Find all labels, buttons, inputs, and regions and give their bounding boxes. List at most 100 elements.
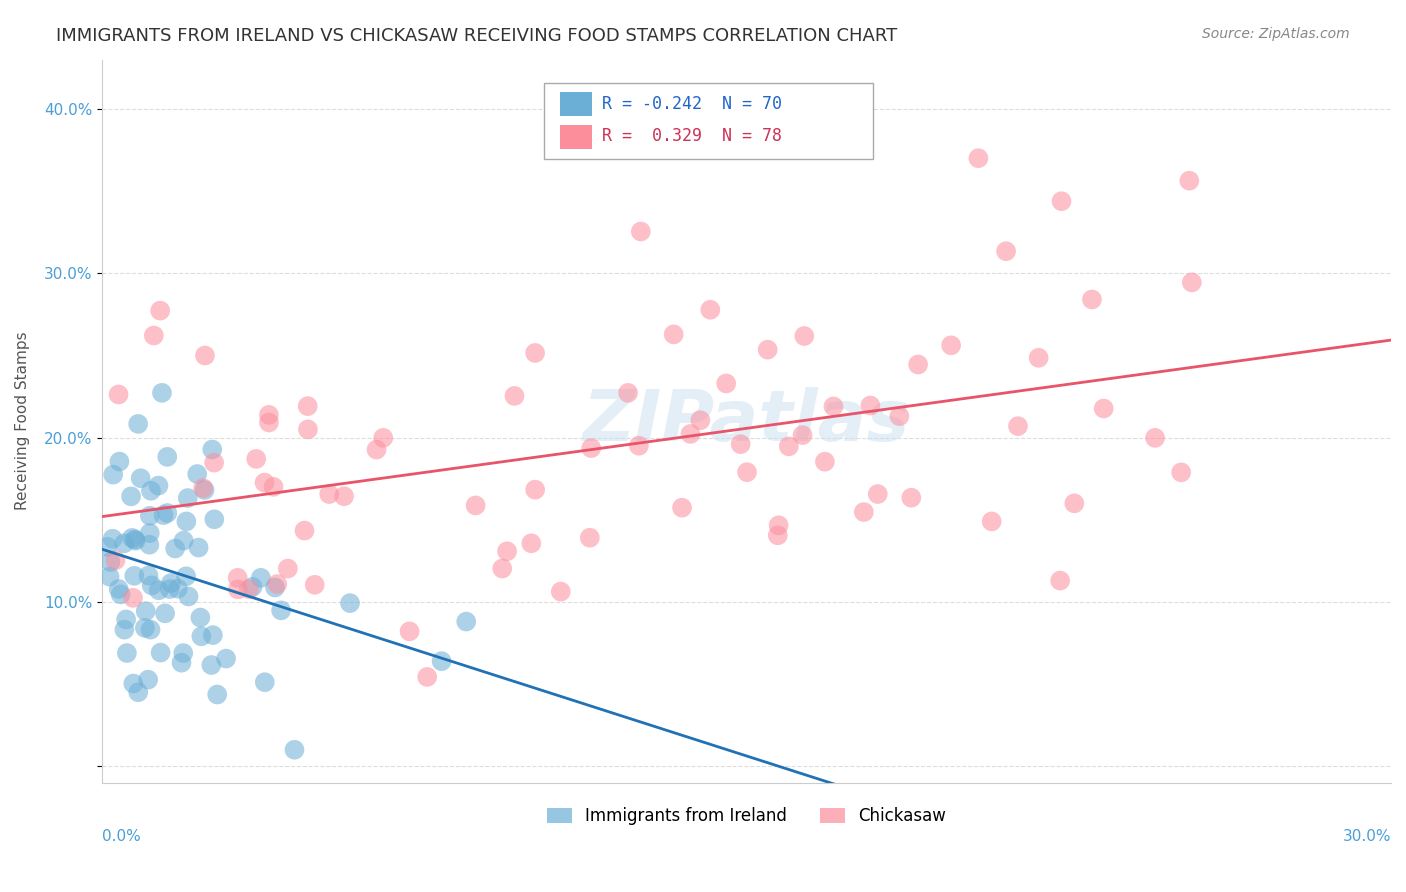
Immigrants from Ireland xyxy=(120,489,142,503)
Immigrants from Ireland xyxy=(187,541,209,555)
Chickasaw xyxy=(1092,401,1115,416)
Text: R = -0.242  N = 70: R = -0.242 N = 70 xyxy=(602,95,782,112)
Text: 0.0%: 0.0% xyxy=(103,829,141,844)
Chickasaw xyxy=(814,455,837,469)
Chickasaw xyxy=(1170,466,1192,480)
Immigrants from Ireland xyxy=(339,596,361,610)
Chickasaw xyxy=(226,582,249,597)
Chickasaw xyxy=(859,399,882,413)
Chickasaw xyxy=(1063,496,1085,510)
Immigrants from Ireland xyxy=(148,478,170,492)
Chickasaw xyxy=(366,442,388,457)
Immigrants from Ireland xyxy=(177,590,200,604)
Immigrants from Ireland xyxy=(250,571,273,585)
Chickasaw xyxy=(1144,431,1167,445)
Chickasaw xyxy=(714,376,737,391)
Immigrants from Ireland xyxy=(149,646,172,660)
Immigrants from Ireland xyxy=(172,646,194,660)
Chickasaw xyxy=(142,328,165,343)
Immigrants from Ireland xyxy=(270,603,292,617)
Chickasaw xyxy=(980,515,1002,529)
Bar xyxy=(560,125,592,149)
Immigrants from Ireland xyxy=(201,442,224,457)
Chickasaw xyxy=(104,553,127,567)
Chickasaw xyxy=(735,465,758,479)
Immigrants from Ireland xyxy=(176,515,198,529)
Immigrants from Ireland xyxy=(134,621,156,635)
Immigrants from Ireland xyxy=(139,508,162,523)
Immigrants from Ireland xyxy=(264,581,287,595)
Immigrants from Ireland xyxy=(160,576,183,591)
Chickasaw xyxy=(524,483,547,497)
Immigrants from Ireland xyxy=(100,555,122,569)
Immigrants from Ireland xyxy=(205,688,228,702)
Chickasaw xyxy=(263,480,285,494)
Chickasaw xyxy=(889,409,911,424)
Chickasaw xyxy=(671,500,693,515)
Chickasaw xyxy=(496,544,519,558)
Immigrants from Ireland xyxy=(200,658,222,673)
Immigrants from Ireland xyxy=(127,685,149,699)
Chickasaw xyxy=(257,408,280,422)
Immigrants from Ireland xyxy=(159,582,181,596)
Immigrants from Ireland xyxy=(107,582,129,596)
Chickasaw xyxy=(689,413,711,427)
Chickasaw xyxy=(939,338,962,352)
Immigrants from Ireland xyxy=(186,467,208,481)
Immigrants from Ireland xyxy=(139,483,162,498)
Chickasaw xyxy=(1049,574,1071,588)
Immigrants from Ireland xyxy=(201,628,224,642)
Immigrants from Ireland xyxy=(139,526,162,541)
Chickasaw xyxy=(1081,293,1104,307)
Chickasaw xyxy=(245,451,267,466)
Chickasaw xyxy=(662,327,685,342)
Chickasaw xyxy=(520,536,543,550)
Immigrants from Ireland xyxy=(283,743,305,757)
Immigrants from Ireland xyxy=(124,533,146,548)
Chickasaw xyxy=(900,491,922,505)
Immigrants from Ireland xyxy=(170,656,193,670)
Chickasaw xyxy=(756,343,779,357)
Immigrants from Ireland xyxy=(193,483,215,497)
Chickasaw xyxy=(766,528,789,542)
Chickasaw xyxy=(792,428,814,442)
Chickasaw xyxy=(491,561,513,575)
Chickasaw xyxy=(191,481,214,495)
Immigrants from Ireland xyxy=(110,587,132,601)
Chickasaw xyxy=(464,499,486,513)
Chickasaw xyxy=(373,431,395,445)
Chickasaw xyxy=(122,591,145,605)
Chickasaw xyxy=(416,670,439,684)
Text: 30.0%: 30.0% xyxy=(1343,829,1391,844)
Immigrants from Ireland xyxy=(148,583,170,598)
Chickasaw xyxy=(107,387,129,401)
Immigrants from Ireland xyxy=(173,533,195,548)
Chickasaw xyxy=(823,400,845,414)
Chickasaw xyxy=(699,302,721,317)
Immigrants from Ireland xyxy=(242,580,264,594)
Y-axis label: Receiving Food Stamps: Receiving Food Stamps xyxy=(15,332,30,510)
Chickasaw xyxy=(730,437,752,451)
Chickasaw xyxy=(1007,419,1029,434)
Immigrants from Ireland xyxy=(101,532,124,546)
Chickasaw xyxy=(149,303,172,318)
Chickasaw xyxy=(238,582,260,596)
Chickasaw xyxy=(294,524,316,538)
Immigrants from Ireland xyxy=(156,450,179,464)
Chickasaw xyxy=(866,487,889,501)
FancyBboxPatch shape xyxy=(544,84,873,160)
Chickasaw xyxy=(297,422,319,436)
Chickasaw xyxy=(524,346,547,360)
Chickasaw xyxy=(1178,174,1201,188)
Chickasaw xyxy=(630,225,652,239)
Immigrants from Ireland xyxy=(150,385,173,400)
Chickasaw xyxy=(778,439,800,453)
Chickasaw xyxy=(579,531,602,545)
Immigrants from Ireland xyxy=(135,604,157,618)
Text: IMMIGRANTS FROM IRELAND VS CHICKASAW RECEIVING FOOD STAMPS CORRELATION CHART: IMMIGRANTS FROM IRELAND VS CHICKASAW REC… xyxy=(56,27,897,45)
Immigrants from Ireland xyxy=(115,612,138,626)
Text: Source: ZipAtlas.com: Source: ZipAtlas.com xyxy=(1202,27,1350,41)
Immigrants from Ireland xyxy=(253,675,276,690)
Bar xyxy=(560,92,592,116)
Chickasaw xyxy=(226,571,249,585)
